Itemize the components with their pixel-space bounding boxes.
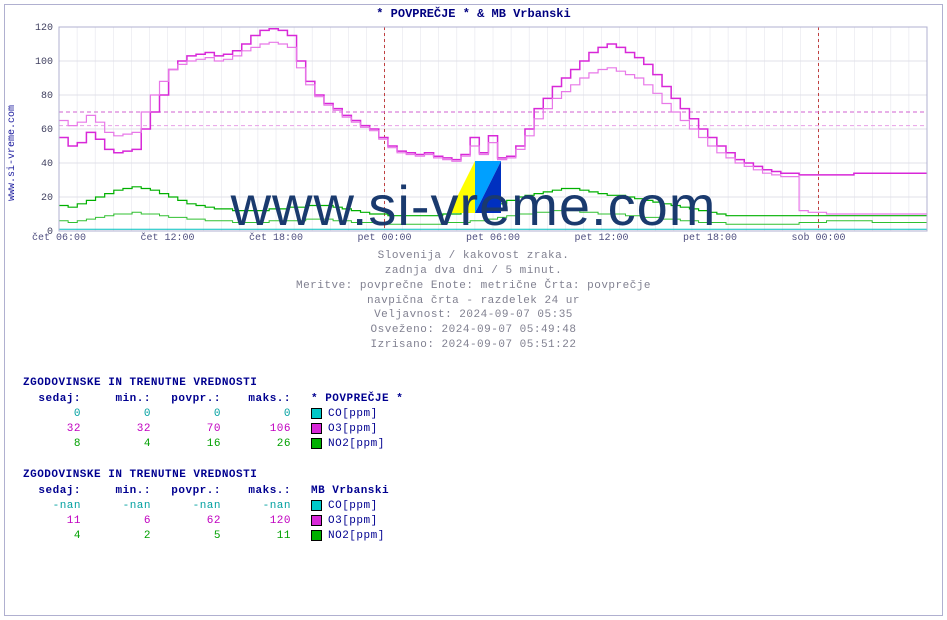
val-maks: 26 (233, 438, 303, 450)
svg-text:80: 80 (41, 91, 53, 102)
table-povprecje: ZGODOVINSKE IN TRENUTNE VREDNOSTI sedaj:… (23, 377, 403, 451)
series-label: NO2[ppm] (328, 438, 385, 450)
site-logo (449, 161, 501, 213)
val-povpr: 62 (163, 515, 233, 527)
val-min: 32 (93, 423, 163, 435)
table-row: 11662120 O3[ppm] (23, 513, 403, 528)
val-povpr: 5 (163, 530, 233, 542)
val-povpr: 0 (163, 408, 233, 420)
info-line: Izrisano: 2024-09-07 05:51:22 (5, 338, 942, 353)
series-label: NO2[ppm] (328, 530, 385, 542)
chart-title: * POVPREČJE * & MB Vrbanski (5, 5, 942, 23)
x-tick-label: pet 18:00 (683, 233, 737, 244)
info-line: Slovenija / kakovost zraka. (5, 249, 942, 264)
x-tick-label: čet 12:00 (140, 233, 194, 244)
val-min: 4 (93, 438, 163, 450)
table-header: ZGODOVINSKE IN TRENUTNE VREDNOSTI (23, 377, 403, 389)
svg-text:60: 60 (41, 125, 53, 136)
x-tick-label: pet 00:00 (357, 233, 411, 244)
table-title: * POVPREČJE * (311, 393, 403, 405)
val-maks: 11 (233, 530, 303, 542)
legend-swatch (311, 438, 322, 449)
x-tick-label: čet 18:00 (249, 233, 303, 244)
val-sedaj: 11 (23, 515, 93, 527)
table-row: 841626 NO2[ppm] (23, 436, 403, 451)
val-povpr: -nan (163, 500, 233, 512)
table-row: 323270106O3[ppm] (23, 421, 403, 436)
svg-text:20: 20 (41, 193, 53, 204)
val-min: 0 (93, 408, 163, 420)
val-povpr: 16 (163, 438, 233, 450)
x-tick-label: pet 06:00 (466, 233, 520, 244)
legend-swatch (311, 515, 322, 526)
table-column-headers: sedaj: min.: povpr.: maks.: * POVPREČJE … (23, 391, 403, 406)
chart-container: * POVPREČJE * & MB Vrbanski www.si-vreme… (4, 4, 943, 616)
col-povpr: povpr.: (163, 393, 233, 405)
series-label: CO[ppm] (328, 500, 378, 512)
val-maks: 106 (233, 423, 303, 435)
col-min: min.: (93, 485, 163, 497)
col-sedaj: sedaj: (23, 393, 93, 405)
val-sedaj: 32 (23, 423, 93, 435)
val-maks: 0 (233, 408, 303, 420)
x-tick-label: čet 06:00 (32, 233, 86, 244)
val-sedaj: 4 (23, 530, 93, 542)
table-header: ZGODOVINSKE IN TRENUTNE VREDNOSTI (23, 469, 403, 481)
info-line: Veljavnost: 2024-09-07 05:35 (5, 308, 942, 323)
col-min: min.: (93, 393, 163, 405)
series-label: CO[ppm] (328, 408, 378, 420)
svg-text:120: 120 (35, 23, 53, 34)
col-maks: maks.: (233, 393, 303, 405)
table-row: 42511 NO2[ppm] (23, 528, 403, 543)
table-row: 0000CO[ppm] (23, 406, 403, 421)
val-sedaj: 0 (23, 408, 93, 420)
info-line: zadnja dva dni / 5 minut. (5, 264, 942, 279)
legend-swatch (311, 423, 322, 434)
table-column-headers: sedaj: min.: povpr.: maks.: MB Vrbanski (23, 483, 403, 498)
val-maks: -nan (233, 500, 303, 512)
val-sedaj: 8 (23, 438, 93, 450)
series-label: O3[ppm] (328, 423, 378, 435)
legend-swatch (311, 530, 322, 541)
val-sedaj: -nan (23, 500, 93, 512)
svg-text:100: 100 (35, 57, 53, 68)
legend-swatch (311, 408, 322, 419)
x-tick-label: pet 12:00 (574, 233, 628, 244)
legend-swatch (311, 500, 322, 511)
info-line: navpična črta - razdelek 24 ur (5, 294, 942, 309)
col-sedaj: sedaj: (23, 485, 93, 497)
y-axis-label: www.si-vreme.com (7, 105, 18, 201)
x-axis-ticks: čet 06:00čet 12:00čet 18:00pet 00:00pet … (59, 233, 927, 247)
x-tick-label: sob 00:00 (791, 233, 845, 244)
data-tables: ZGODOVINSKE IN TRENUTNE VREDNOSTI sedaj:… (23, 377, 403, 561)
table-title: MB Vrbanski (311, 485, 389, 497)
series-label: O3[ppm] (328, 515, 378, 527)
val-min: -nan (93, 500, 163, 512)
svg-text:40: 40 (41, 159, 53, 170)
val-maks: 120 (233, 515, 303, 527)
info-line: Osveženo: 2024-09-07 05:49:48 (5, 323, 942, 338)
col-povpr: povpr.: (163, 485, 233, 497)
table-vrbanski: ZGODOVINSKE IN TRENUTNE VREDNOSTI sedaj:… (23, 469, 403, 543)
val-min: 2 (93, 530, 163, 542)
chart-info: Slovenija / kakovost zraka. zadnja dva d… (5, 249, 942, 353)
info-line: Meritve: povprečne Enote: metrične Črta:… (5, 279, 942, 294)
col-maks: maks.: (233, 485, 303, 497)
val-min: 6 (93, 515, 163, 527)
table-row: -nan-nan-nan-nanCO[ppm] (23, 498, 403, 513)
val-povpr: 70 (163, 423, 233, 435)
